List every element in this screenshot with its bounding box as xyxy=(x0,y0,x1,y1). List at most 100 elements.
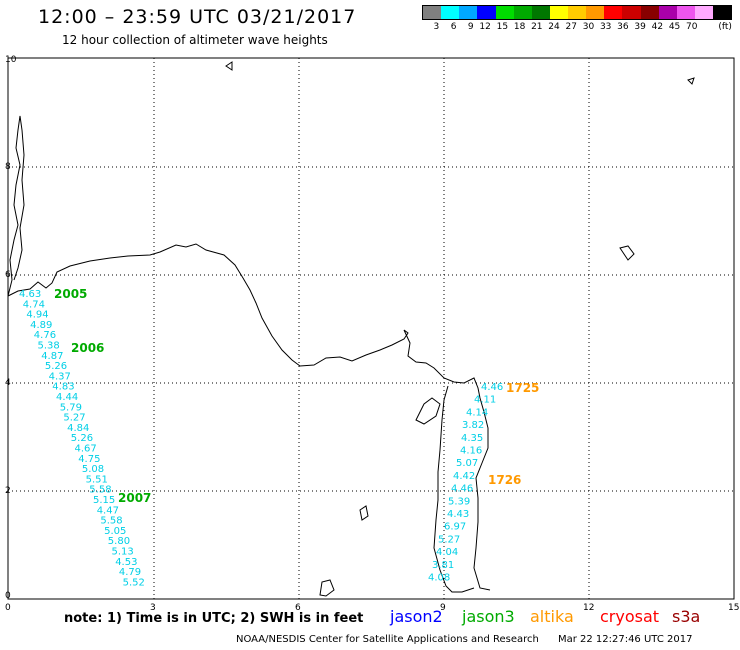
swh-value: 3.81 xyxy=(432,560,454,571)
satellite-jason3: jason3 xyxy=(462,607,515,626)
map-title: 12:00 – 23:59 UTC 03/21/2017 xyxy=(38,6,357,28)
swh-value: 4.76 xyxy=(34,330,56,341)
satellite-altika: altika xyxy=(530,607,574,626)
swh-value: 4.37 xyxy=(49,371,71,382)
swh-value: 4.83 xyxy=(52,382,74,393)
swh-value: 5.05 xyxy=(104,526,126,537)
legend-label: 30 xyxy=(582,22,595,32)
legend-label: 27 xyxy=(565,22,577,32)
swh-value: 4.74 xyxy=(23,299,45,310)
legend-swatch xyxy=(604,6,623,19)
swh-value: 5.79 xyxy=(60,402,82,413)
x-axis-labels: 0 3 6 9 12 15 xyxy=(5,603,739,613)
legend-label: 36 xyxy=(617,22,629,32)
island xyxy=(225,61,233,71)
legend-label: 9 xyxy=(467,22,474,32)
legend-label: 6 xyxy=(450,22,457,32)
legend-label: 12 xyxy=(479,22,491,32)
legend-label: 21 xyxy=(531,22,543,32)
satellite-s3a: s3a xyxy=(672,607,701,626)
legend-label: 18 xyxy=(513,22,526,32)
swh-value: 4.67 xyxy=(75,444,97,455)
y-tick: 2 xyxy=(5,486,11,496)
pass-label: 2007 xyxy=(118,491,151,505)
x-tick: 9 xyxy=(440,603,446,613)
legend-swatch xyxy=(622,6,641,19)
swh-value: 4.04 xyxy=(436,547,458,558)
swh-value: 4.63 xyxy=(19,289,41,300)
legend-swatch xyxy=(477,6,496,19)
jason3-track: 4.634.744.944.894.765.384.875.264.374.83… xyxy=(19,287,151,588)
color-legend: 3 6 9 12 15 18 21 24 27 30 33 36 39 42 45 70 (ft) xyxy=(422,5,732,37)
y-tick: 4 xyxy=(5,378,11,388)
legend-swatch xyxy=(640,6,659,19)
timestamp-text: Mar 22 12:27:46 UTC 2017 xyxy=(557,634,693,645)
swh-value: 4.42 xyxy=(453,471,475,482)
legend-label: 33 xyxy=(599,22,612,32)
legend-swatch xyxy=(495,6,514,19)
swh-value: 5.15 xyxy=(93,495,115,506)
swh-value: 4.14 xyxy=(466,407,488,418)
legend-color-bar xyxy=(422,5,732,20)
credit-text: NOAA/NESDIS Center for Satellite Applica… xyxy=(236,634,539,645)
y-tick: 8 xyxy=(5,162,11,172)
legend-unit: (ft) xyxy=(718,22,732,32)
map-subtitle: 12 hour collection of altimeter wave hei… xyxy=(62,33,328,47)
y-tick: 0 xyxy=(5,591,11,601)
pass-label: 1726 xyxy=(488,473,521,487)
swh-value: 5.52 xyxy=(123,577,145,588)
legend-swatch xyxy=(694,6,713,19)
swh-value: 4.87 xyxy=(41,351,63,362)
swh-value: 4.16 xyxy=(460,446,482,457)
swh-value: 4.89 xyxy=(30,320,52,331)
coastline-west xyxy=(7,115,25,297)
legend-label: 24 xyxy=(548,22,560,32)
swh-value: 5.51 xyxy=(86,474,108,485)
swh-value: 5.80 xyxy=(108,536,130,547)
swh-value: 4.94 xyxy=(26,310,48,321)
swh-value: 5.58 xyxy=(100,516,122,527)
legend-labels: 3 6 9 12 15 18 21 24 27 30 33 36 39 42 45 70 (ft) xyxy=(422,22,732,32)
swh-value: 5.58 xyxy=(89,485,111,496)
swh-value: 5.13 xyxy=(112,547,134,558)
swh-value: 4.47 xyxy=(97,505,119,516)
legend-swatch xyxy=(586,6,605,19)
swh-value: 4.75 xyxy=(78,454,100,465)
legend-label: 45 xyxy=(668,22,681,32)
swh-value: 5.26 xyxy=(71,433,93,444)
coastline xyxy=(7,61,695,597)
legend-swatch xyxy=(658,6,677,19)
pass-label: 2005 xyxy=(54,287,87,301)
island xyxy=(415,397,441,425)
swh-value: 4.84 xyxy=(67,423,89,434)
legend-swatch xyxy=(531,6,550,19)
pass-label: 1725 xyxy=(506,381,539,395)
x-tick: 15 xyxy=(728,603,739,613)
swh-value: 4.35 xyxy=(461,433,483,444)
legend-label: 42 xyxy=(651,22,664,32)
swh-value: 4.08 xyxy=(428,573,450,584)
legend-swatch xyxy=(423,6,442,19)
note-text: note: 1) Time is in UTC; 2) SWH is in fe… xyxy=(64,611,364,626)
legend-label: 70 xyxy=(686,22,698,32)
swh-value: 4.43 xyxy=(447,509,469,520)
y-tick: 6 xyxy=(5,270,11,280)
satellite-cryosat: cryosat xyxy=(600,607,660,626)
legend-swatch xyxy=(441,6,460,19)
island xyxy=(319,579,335,597)
swh-value: 4.79 xyxy=(119,567,141,578)
x-tick: 3 xyxy=(150,603,156,613)
pass-label: 2006 xyxy=(71,341,104,355)
x-tick: 6 xyxy=(295,603,301,613)
swh-value: 5.08 xyxy=(82,464,104,475)
legend-swatch xyxy=(549,6,568,19)
coastline-east xyxy=(433,385,475,593)
y-tick: 10 xyxy=(5,55,17,65)
legend-swatch xyxy=(568,6,587,19)
x-tick: 0 xyxy=(5,603,11,613)
legend-swatch xyxy=(713,6,732,19)
legend-swatch xyxy=(676,6,695,19)
swh-value: 4.53 xyxy=(115,557,137,568)
legend-label: 3 xyxy=(433,22,440,32)
swh-value: 5.27 xyxy=(63,413,85,424)
